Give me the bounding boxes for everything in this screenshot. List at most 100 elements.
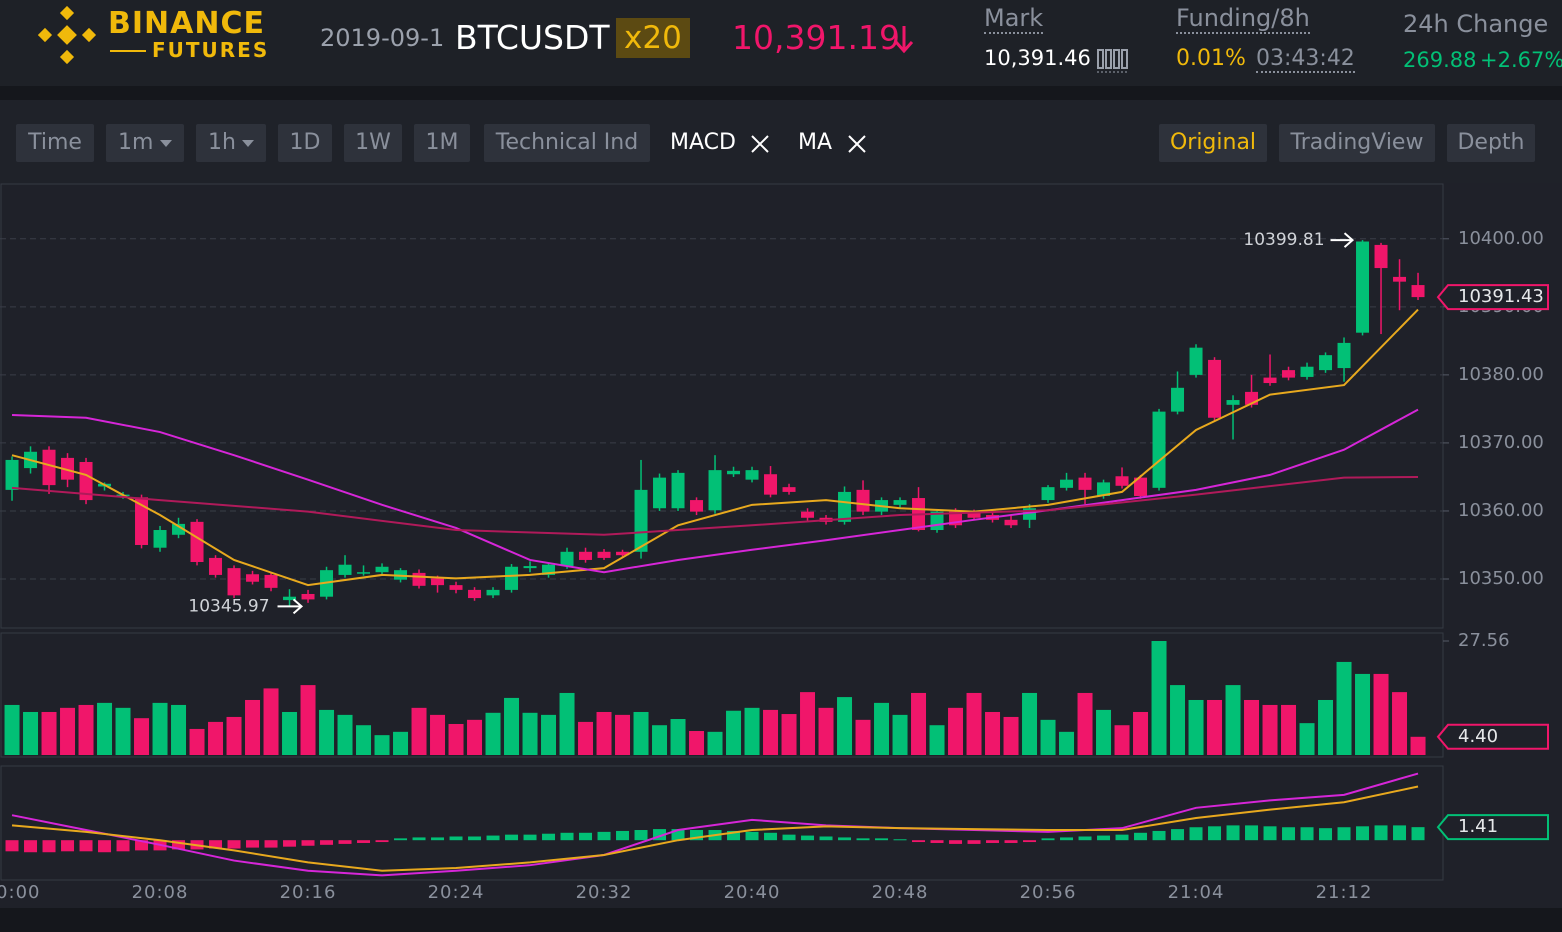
candle-body (523, 566, 537, 569)
x-tick-label: 20:32 (576, 882, 633, 903)
volume-bar (670, 719, 686, 755)
macd-bar (1300, 827, 1314, 841)
volume-bar (726, 710, 742, 755)
volume-bar (393, 731, 409, 755)
volume-bar (1188, 699, 1204, 755)
funding-countdown: 03:43:42 (1256, 46, 1355, 73)
macd-bar (801, 835, 815, 841)
leverage: x20 (616, 18, 690, 58)
candle-body (727, 470, 741, 475)
view-depth[interactable]: Depth (1447, 124, 1535, 162)
current-label: 4.40 (1458, 726, 1498, 747)
candle-body (153, 530, 167, 548)
interval-1w[interactable]: 1W (344, 124, 402, 162)
volume-bar (578, 721, 594, 755)
ma-line (11, 785, 1419, 872)
x-tick-label: 20:48 (872, 882, 929, 903)
header: BINANCE FUTURES 2019-09-1 BTCUSDT x20 10… (0, 0, 1562, 86)
y-tick-label: 10350.00 (1458, 568, 1544, 589)
candle-body (653, 477, 667, 509)
indicator-macd[interactable]: MACD (670, 130, 736, 155)
macd-bar (634, 830, 648, 841)
macd-bar (61, 840, 75, 852)
volume-bar (134, 718, 150, 755)
time-button[interactable]: Time (16, 124, 94, 162)
volume-bar (504, 697, 520, 755)
macd-bar (301, 840, 315, 846)
candle-body (1134, 477, 1148, 496)
logo-icon (38, 6, 97, 65)
candle-body (431, 578, 445, 586)
macd-bar (856, 838, 870, 841)
volume-bar (319, 709, 335, 755)
view-tradingview[interactable]: TradingView (1279, 124, 1435, 162)
interval-1m[interactable]: 1m (106, 124, 184, 162)
macd-bar (1393, 825, 1407, 841)
interval-1h[interactable]: 1h (196, 124, 266, 162)
volume-bar (189, 728, 205, 755)
macd-bar (1356, 826, 1370, 841)
candle-body (1115, 476, 1129, 486)
volume-bar (263, 688, 279, 755)
macd-bar (1060, 837, 1074, 841)
macd-bar (135, 840, 149, 851)
candle-body (597, 551, 611, 558)
technical-ind[interactable]: Technical Ind (484, 124, 650, 162)
macd-bar (1189, 827, 1203, 841)
candle-body (486, 589, 500, 596)
macd-bar (449, 836, 463, 841)
candle-body (357, 572, 371, 574)
label: 1m (118, 130, 154, 155)
volume-bar (448, 723, 464, 755)
volume-bar (1059, 731, 1075, 755)
volume-bar (374, 735, 390, 755)
x-tick-label: 20:16 (280, 882, 337, 903)
interval-1mo[interactable]: 1M (414, 124, 470, 162)
candle-body (1023, 508, 1037, 520)
macd-bar (42, 840, 56, 853)
volume-bar (171, 704, 187, 755)
main-panel (0, 183, 1444, 629)
x-tick-label: 21:04 (1168, 882, 1225, 903)
mark-label: Mark (984, 4, 1044, 34)
candle-body (893, 500, 907, 505)
volume-bar (1207, 699, 1223, 755)
volume-panel (0, 632, 1444, 758)
candle-body (634, 489, 648, 552)
macd-bar (486, 835, 500, 841)
volume-bar (115, 707, 131, 755)
candle-body (560, 551, 574, 567)
candle-body (375, 566, 389, 573)
candle-body (616, 551, 630, 556)
macd-bar (560, 832, 574, 841)
macd-bar (671, 829, 685, 841)
macd-bar (1337, 827, 1351, 841)
view-original[interactable]: Original (1159, 124, 1267, 162)
volume-bar (1318, 699, 1334, 755)
candle-body (135, 497, 149, 545)
volume-bar (430, 714, 446, 755)
macd-bar (1023, 840, 1037, 843)
remove-ma[interactable] (847, 134, 867, 154)
candle-body (190, 521, 204, 562)
candle-body (1282, 370, 1296, 378)
macd-bar (616, 830, 630, 841)
macd-bar (283, 840, 297, 847)
change-percent: +2.67% (1480, 48, 1562, 72)
volume-bar (60, 707, 76, 755)
volume-bar (1355, 673, 1371, 755)
remove-macd[interactable] (750, 134, 770, 154)
candle-body (172, 523, 186, 535)
candle-body (1171, 387, 1185, 412)
volume-bar (1003, 716, 1019, 755)
high-label: 10399.81 (1243, 230, 1324, 250)
interval-1d[interactable]: 1D (278, 124, 332, 162)
candle-body (42, 449, 56, 486)
macd-bar (949, 840, 963, 844)
candle-body (505, 566, 519, 590)
indicator-ma[interactable]: MA (798, 130, 833, 155)
candle-body (468, 589, 482, 599)
y-tick-label: 10370.00 (1458, 432, 1544, 453)
candle-body (449, 585, 463, 590)
volume-bar (78, 704, 94, 755)
